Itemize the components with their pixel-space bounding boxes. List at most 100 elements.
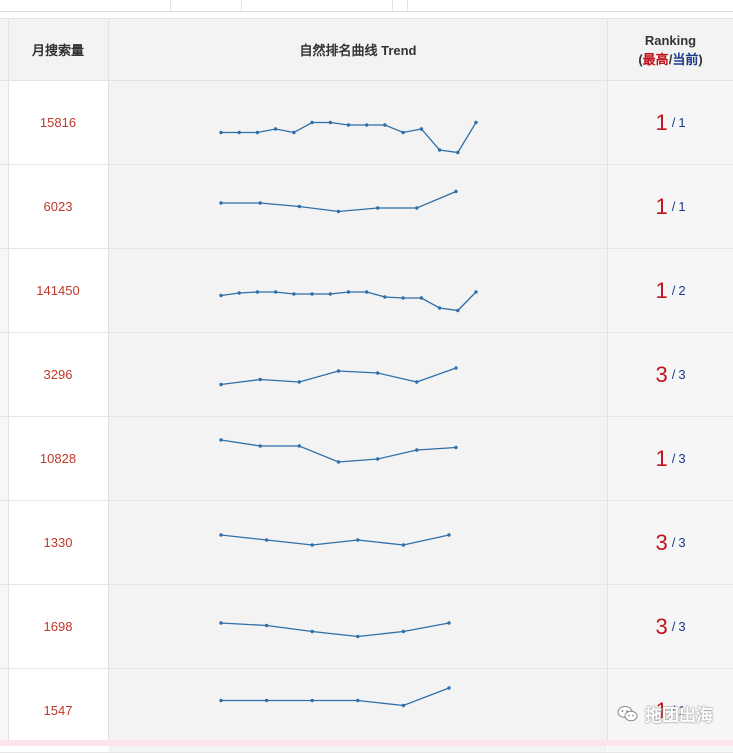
search-volume: 15816 [8, 81, 108, 164]
table-row[interactable]: 10828 1/3 [0, 417, 733, 501]
trend-cell [109, 501, 607, 584]
trend-cell [109, 81, 607, 164]
trend-point[interactable] [265, 624, 268, 627]
trend-sparkline [109, 249, 607, 332]
rank-current: 3 [678, 367, 685, 382]
trend-point[interactable] [219, 383, 222, 386]
trend-point[interactable] [265, 538, 268, 541]
trend-point[interactable] [219, 438, 222, 441]
trend-point[interactable] [415, 448, 418, 451]
column-header-volume[interactable]: 月搜索量 [8, 19, 108, 81]
trend-point[interactable] [420, 127, 423, 130]
trend-point[interactable] [415, 380, 418, 383]
trend-point[interactable] [420, 296, 423, 299]
trend-point[interactable] [219, 699, 222, 702]
trend-point[interactable] [298, 380, 301, 383]
ranking-cell: 1/3 [608, 417, 733, 500]
search-volume: 10828 [8, 417, 108, 500]
trend-point[interactable] [456, 309, 459, 312]
rank-best: 3 [655, 530, 667, 556]
trend-point[interactable] [383, 123, 386, 126]
trend-point[interactable] [447, 621, 450, 624]
trend-point[interactable] [219, 131, 222, 134]
rank-separator: / [672, 367, 676, 382]
ranking-cell: 3/3 [608, 501, 733, 584]
trend-point[interactable] [376, 206, 379, 209]
rank-current: 2 [678, 283, 685, 298]
toolbar-divider [0, 11, 733, 12]
trend-point[interactable] [259, 201, 262, 204]
trend-point[interactable] [274, 127, 277, 130]
trend-point[interactable] [347, 123, 350, 126]
rank-best: 1 [655, 194, 667, 220]
trend-point[interactable] [401, 296, 404, 299]
trend-point[interactable] [376, 457, 379, 460]
ranking-best-label: 最高 [643, 52, 669, 67]
trend-point[interactable] [310, 292, 313, 295]
trend-point[interactable] [402, 543, 405, 546]
trend-point[interactable] [402, 630, 405, 633]
trend-point[interactable] [337, 369, 340, 372]
trend-point[interactable] [474, 121, 477, 124]
rank-separator: / [672, 619, 676, 634]
trend-point[interactable] [292, 131, 295, 134]
trend-point[interactable] [356, 699, 359, 702]
trend-point[interactable] [347, 290, 350, 293]
bottom-accent-bar [0, 740, 733, 746]
trend-point[interactable] [337, 460, 340, 463]
trend-point[interactable] [456, 151, 459, 154]
trend-point[interactable] [298, 444, 301, 447]
trend-point[interactable] [310, 121, 313, 124]
trend-point[interactable] [365, 290, 368, 293]
trend-point[interactable] [219, 201, 222, 204]
trend-point[interactable] [311, 699, 314, 702]
trend-point[interactable] [337, 210, 340, 213]
trend-point[interactable] [259, 444, 262, 447]
trend-point[interactable] [438, 306, 441, 309]
trend-point[interactable] [365, 123, 368, 126]
trend-cell [109, 249, 607, 332]
trend-point[interactable] [438, 148, 441, 151]
trend-point[interactable] [256, 131, 259, 134]
trend-point[interactable] [474, 290, 477, 293]
trend-point[interactable] [265, 699, 268, 702]
trend-point[interactable] [402, 704, 405, 707]
trend-point[interactable] [238, 131, 241, 134]
trend-point[interactable] [401, 131, 404, 134]
trend-point[interactable] [219, 533, 222, 536]
trend-point[interactable] [219, 294, 222, 297]
table-header: 月搜索量 自然排名曲线 Trend Ranking (最高/当前) [0, 18, 733, 81]
trend-point[interactable] [329, 121, 332, 124]
trend-point[interactable] [356, 538, 359, 541]
trend-point[interactable] [415, 206, 418, 209]
trend-point[interactable] [356, 635, 359, 638]
ranking-title: Ranking [645, 31, 696, 50]
trend-point[interactable] [454, 446, 457, 449]
trend-point[interactable] [311, 630, 314, 633]
trend-point[interactable] [383, 295, 386, 298]
trend-point[interactable] [454, 366, 457, 369]
trend-point[interactable] [454, 190, 457, 193]
trend-point[interactable] [447, 533, 450, 536]
trend-point[interactable] [256, 290, 259, 293]
trend-point[interactable] [311, 543, 314, 546]
trend-point[interactable] [274, 290, 277, 293]
ranking-cell: 1/2 [608, 249, 733, 332]
trend-point[interactable] [219, 621, 222, 624]
trend-point[interactable] [376, 371, 379, 374]
trend-point[interactable] [329, 292, 332, 295]
search-volume: 1698 [8, 585, 108, 668]
trend-point[interactable] [292, 292, 295, 295]
trend-point[interactable] [447, 686, 450, 689]
column-header-ranking[interactable]: Ranking (最高/当前) [608, 19, 733, 81]
trend-point[interactable] [298, 205, 301, 208]
trend-point[interactable] [238, 291, 241, 294]
trend-point[interactable] [259, 378, 262, 381]
